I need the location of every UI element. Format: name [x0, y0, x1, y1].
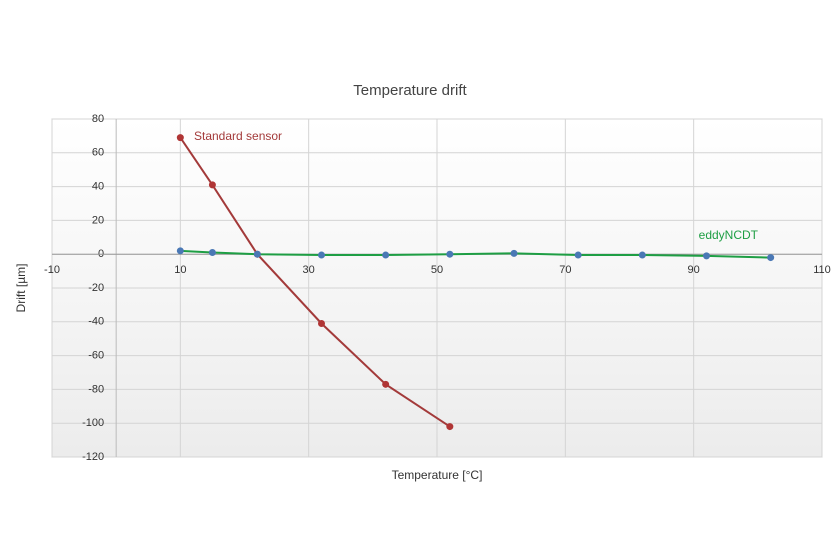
data-point — [574, 251, 582, 259]
data-point — [446, 250, 454, 258]
x-tick-label: 10 — [174, 264, 186, 276]
y-axis-title: Drift [µm] — [14, 264, 28, 313]
chart-title: Temperature drift — [353, 82, 467, 99]
x-tick-label: 50 — [431, 264, 443, 276]
data-point — [382, 380, 390, 388]
annotation: eddyNCDT — [699, 228, 759, 242]
data-point — [318, 251, 325, 259]
y-tick-label: 60 — [92, 147, 104, 159]
x-axis-title: Temperature [°C] — [392, 468, 483, 482]
y-tick-label: 80 — [92, 113, 104, 125]
y-tick-label: 40 — [92, 181, 104, 193]
data-point — [176, 134, 184, 142]
y-tick-label: -80 — [88, 383, 104, 395]
data-point — [318, 319, 325, 327]
data-point — [767, 254, 775, 262]
y-tick-label: -100 — [82, 417, 104, 429]
x-tick-label: 30 — [303, 264, 315, 276]
data-point — [208, 249, 216, 257]
data-point — [208, 181, 216, 189]
y-tick-label: -60 — [88, 350, 104, 362]
data-point — [510, 249, 518, 257]
x-tick-label: 110 — [813, 264, 831, 276]
data-point — [703, 252, 710, 260]
data-point — [176, 247, 184, 255]
data-point — [253, 250, 261, 258]
annotation: Standard sensor — [194, 129, 282, 143]
y-tick-label: -20 — [88, 282, 104, 294]
x-tick-label: 90 — [688, 264, 700, 276]
y-tick-label: 20 — [92, 214, 104, 226]
y-tick-label: -40 — [88, 316, 104, 328]
data-point — [446, 423, 454, 431]
series-line — [179, 137, 451, 428]
data-point — [638, 251, 646, 259]
data-point — [382, 251, 390, 259]
x-tick-label: 70 — [559, 264, 571, 276]
x-tick-label: -10 — [44, 264, 60, 276]
y-tick-label: -120 — [82, 451, 104, 463]
